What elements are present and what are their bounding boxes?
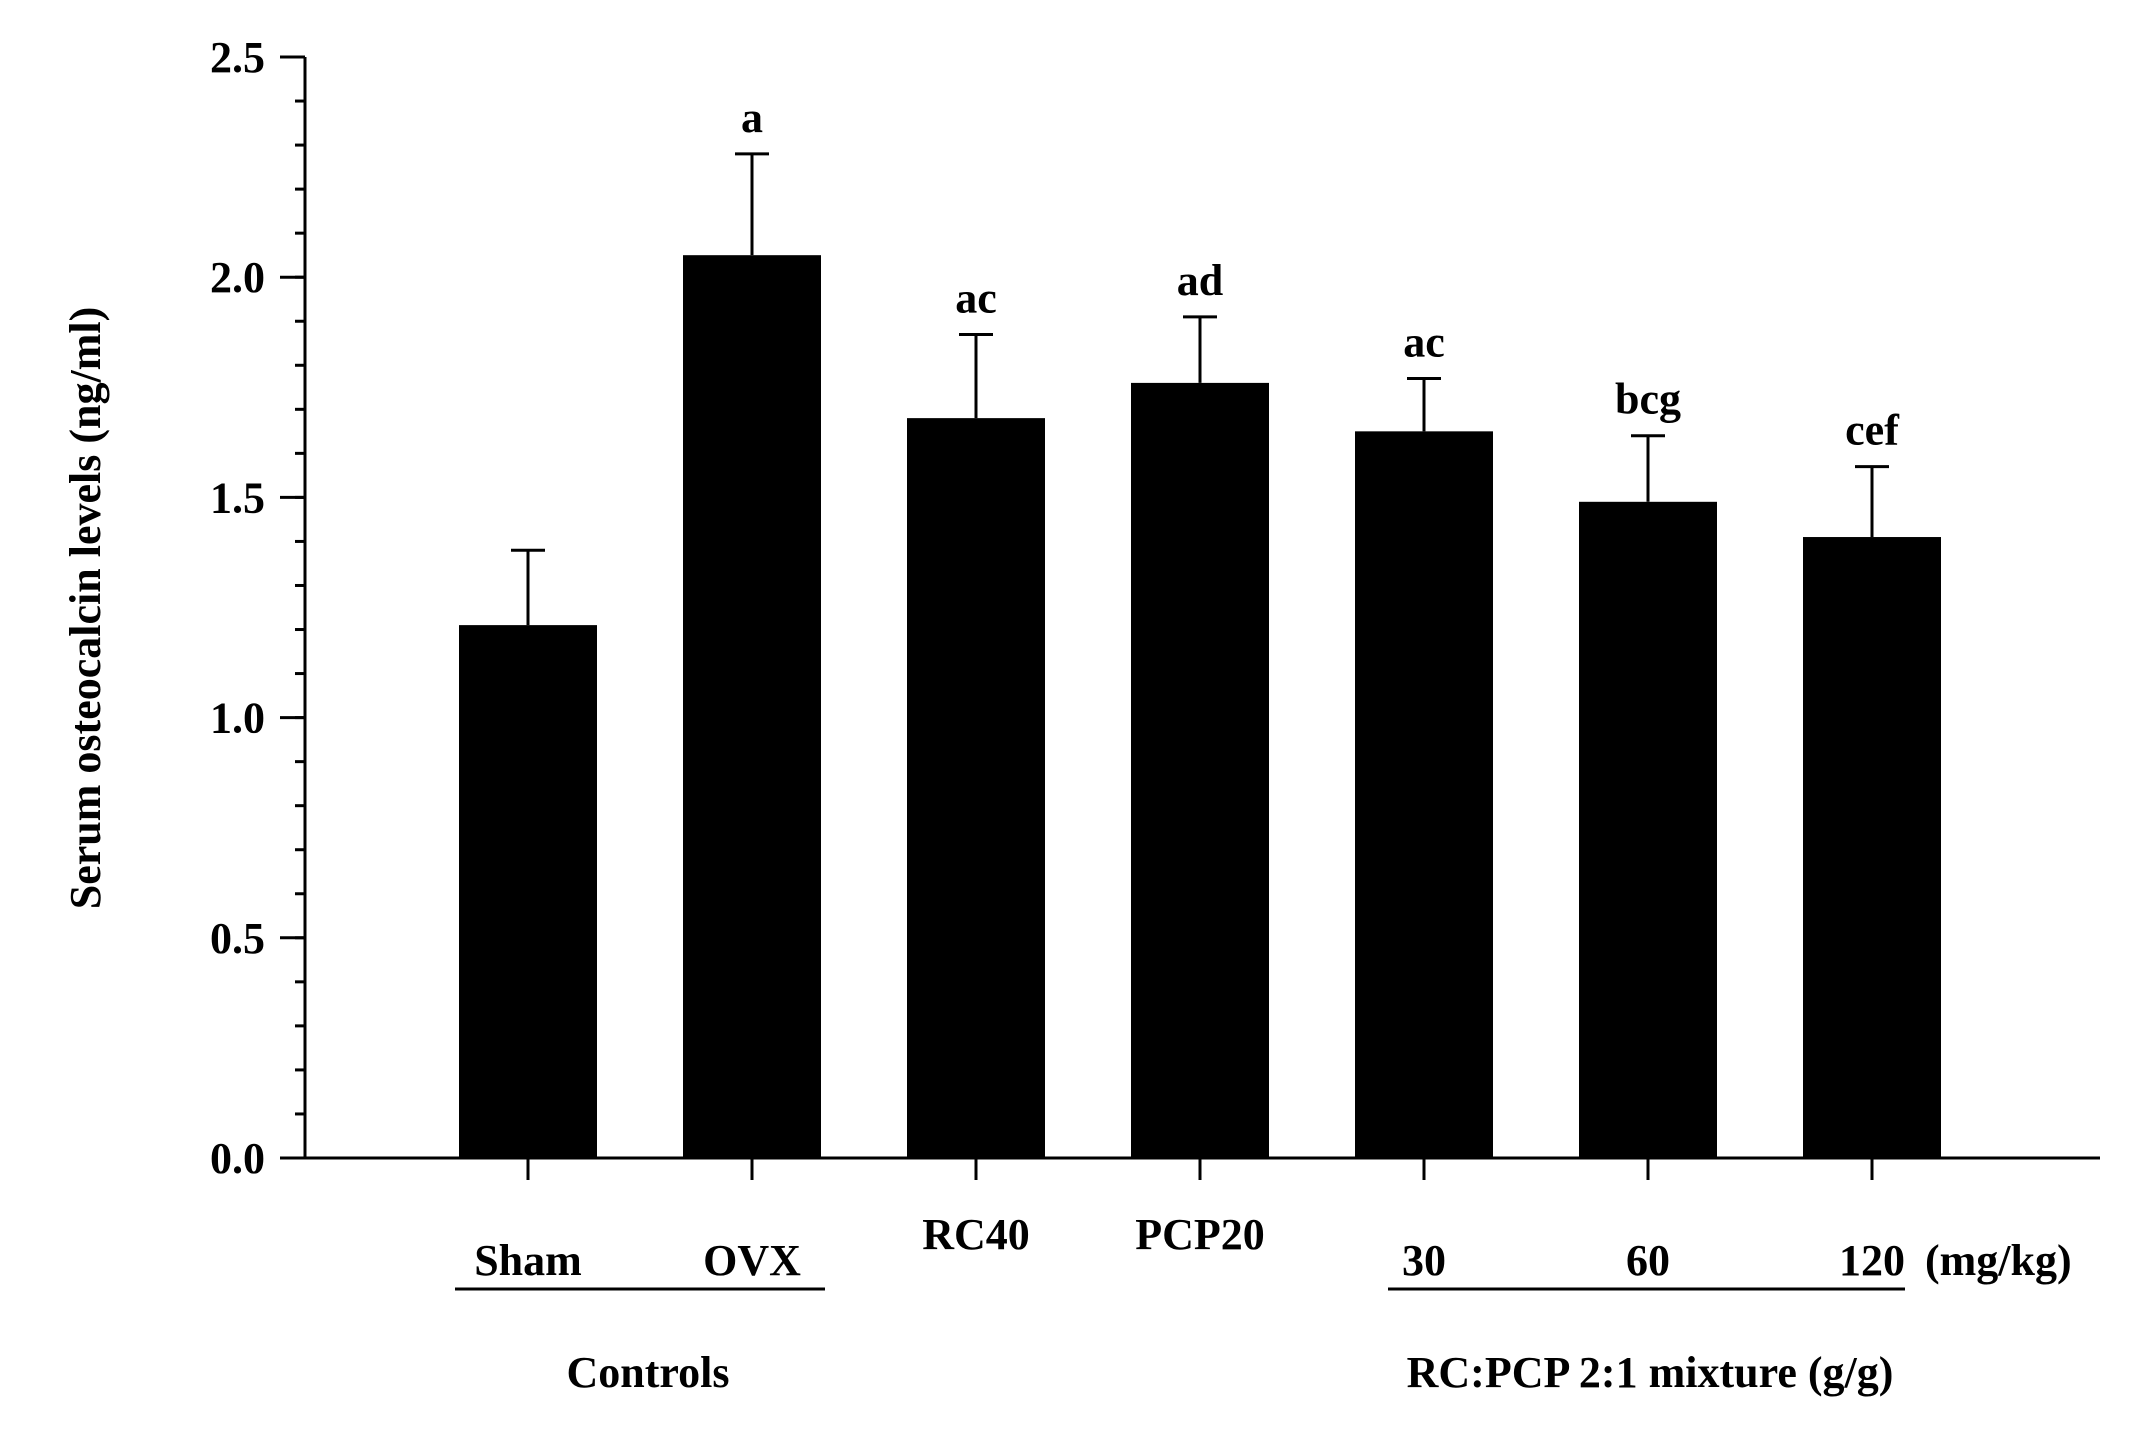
y-tick-label: 1.5: [210, 473, 265, 522]
significance-label-rc40: ac: [955, 273, 997, 322]
bar-rc40: [907, 418, 1045, 1158]
group-controls: Controls: [455, 1287, 825, 1397]
y-tick-label: 1.0: [210, 694, 265, 743]
x-tick-label-pcp20: PCP20: [1135, 1210, 1265, 1259]
significance-label-120: cef: [1845, 406, 1900, 455]
axes: [280, 55, 2100, 1180]
error-bars: [511, 152, 1889, 626]
bar-120: [1803, 537, 1941, 1158]
group-mixture: RC:PCP 2:1 mixture (g/g): [1388, 1287, 1905, 1397]
y-tick-label: 2.0: [210, 253, 265, 302]
group-label-controls: Controls: [567, 1348, 730, 1397]
y-tick-label: 2.5: [210, 33, 265, 82]
bars: [459, 255, 1941, 1159]
x-tick-label-sham: Sham: [474, 1236, 582, 1285]
y-axis-label: Serum osteocalcin levels (ng/ml): [61, 307, 110, 909]
x-tick-label-120: 120: [1839, 1236, 1905, 1285]
bar-60: [1579, 501, 1717, 1159]
y-tick-label: 0.0: [210, 1134, 265, 1183]
bar-sham: [459, 625, 597, 1158]
x-tick-label-ovx: OVX: [703, 1236, 801, 1285]
x-tick-label-rc40: RC40: [922, 1210, 1030, 1259]
bar-30: [1355, 431, 1493, 1159]
x-tick-label-30: 30: [1402, 1236, 1446, 1285]
significance-label-60: bcg: [1615, 375, 1681, 424]
significance-label-pcp20: ad: [1177, 256, 1223, 305]
y-tick-label: 0.5: [210, 914, 265, 963]
bar-ovx: [683, 255, 821, 1158]
group-label-mixture: RC:PCP 2:1 mixture (g/g): [1407, 1348, 1894, 1397]
x-tick-label-60: 60: [1626, 1236, 1670, 1285]
labels: 0.0 0.5 1.0 1.5 2.0 2.5 Sham OVX a RC40 ac PCP20 ad 3…: [210, 33, 1905, 1285]
unit-label: (mg/kg): [1925, 1236, 2072, 1285]
bar-pcp20: [1131, 382, 1269, 1158]
significance-label-ovx: a: [741, 93, 763, 142]
significance-label-30: ac: [1403, 317, 1445, 366]
